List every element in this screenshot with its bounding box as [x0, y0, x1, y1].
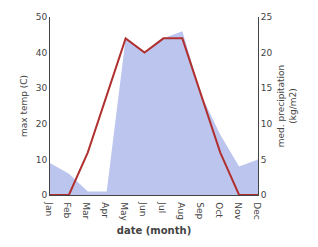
svg-text:50: 50 — [36, 12, 48, 22]
svg-text:med. precipitation(kg/m2): med. precipitation(kg/m2) — [276, 65, 298, 147]
svg-text:0: 0 — [261, 190, 267, 200]
svg-text:15: 15 — [261, 83, 272, 93]
svg-text:25: 25 — [261, 12, 272, 22]
svg-text:date (month): date (month) — [117, 225, 191, 236]
svg-text:Jan: Jan — [44, 201, 54, 216]
svg-text:Sep: Sep — [195, 202, 205, 219]
svg-text:Nov: Nov — [233, 202, 243, 220]
svg-text:max temp (C): max temp (C) — [19, 75, 29, 137]
svg-text:May: May — [119, 202, 129, 221]
svg-text:20: 20 — [261, 48, 273, 58]
svg-text:Mar: Mar — [81, 202, 91, 219]
svg-text:0: 0 — [41, 190, 47, 200]
svg-text:Jul: Jul — [157, 201, 167, 213]
svg-text:10: 10 — [36, 155, 48, 165]
svg-text:Jun: Jun — [138, 201, 148, 216]
svg-text:Aug: Aug — [176, 202, 186, 220]
svg-text:Dec: Dec — [252, 202, 262, 219]
svg-text:20: 20 — [36, 119, 48, 129]
svg-text:40: 40 — [36, 48, 48, 58]
svg-text:10: 10 — [261, 119, 273, 129]
svg-text:Oct: Oct — [214, 202, 224, 218]
svg-text:Feb: Feb — [62, 202, 72, 218]
svg-text:5: 5 — [261, 155, 267, 165]
svg-text:30: 30 — [36, 83, 48, 93]
svg-text:Apr: Apr — [100, 202, 110, 218]
